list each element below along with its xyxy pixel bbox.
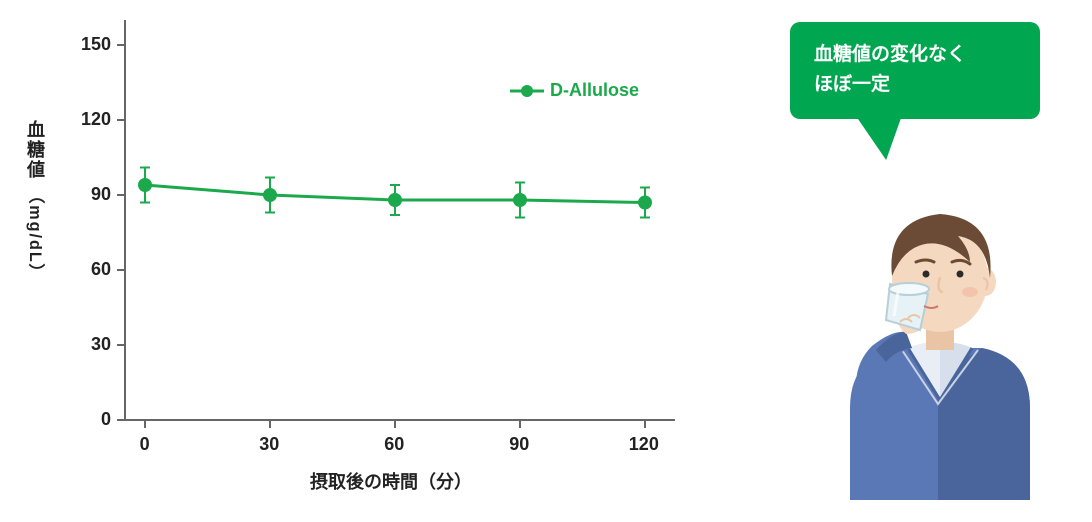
y-tick-label: 60 — [91, 259, 111, 280]
y-tick-label: 150 — [81, 34, 111, 55]
speech-bubble: 血糖値の変化なく ほぼ一定 — [790, 22, 1040, 119]
x-tick-label: 90 — [509, 434, 529, 455]
y-tick-label: 0 — [101, 409, 111, 430]
y-tick-label: 30 — [91, 334, 111, 355]
chart-plot — [105, 10, 705, 470]
legend-marker-icon — [510, 84, 544, 98]
y-axis-label: 血糖値 （mg/dL） — [22, 120, 48, 282]
speech-line-1: 血糖値の変化なく — [814, 40, 1016, 70]
y-axis-label-unit: （mg/dL） — [26, 187, 44, 282]
y-axis-label-text: 血糖値 — [25, 120, 45, 180]
y-tick-label: 90 — [91, 184, 111, 205]
x-tick-label: 120 — [629, 434, 659, 455]
legend-label: D-Allulose — [550, 80, 639, 101]
speech-line-2: ほぼ一定 — [814, 70, 1016, 100]
person-drinking-illustration — [820, 170, 1060, 500]
legend: D-Allulose — [510, 80, 639, 101]
y-tick-label: 120 — [81, 109, 111, 130]
x-tick-label: 30 — [259, 434, 279, 455]
x-axis-label: 摂取後の時間（分） — [310, 468, 472, 494]
x-tick-label: 60 — [384, 434, 404, 455]
x-tick-label: 0 — [140, 434, 150, 455]
